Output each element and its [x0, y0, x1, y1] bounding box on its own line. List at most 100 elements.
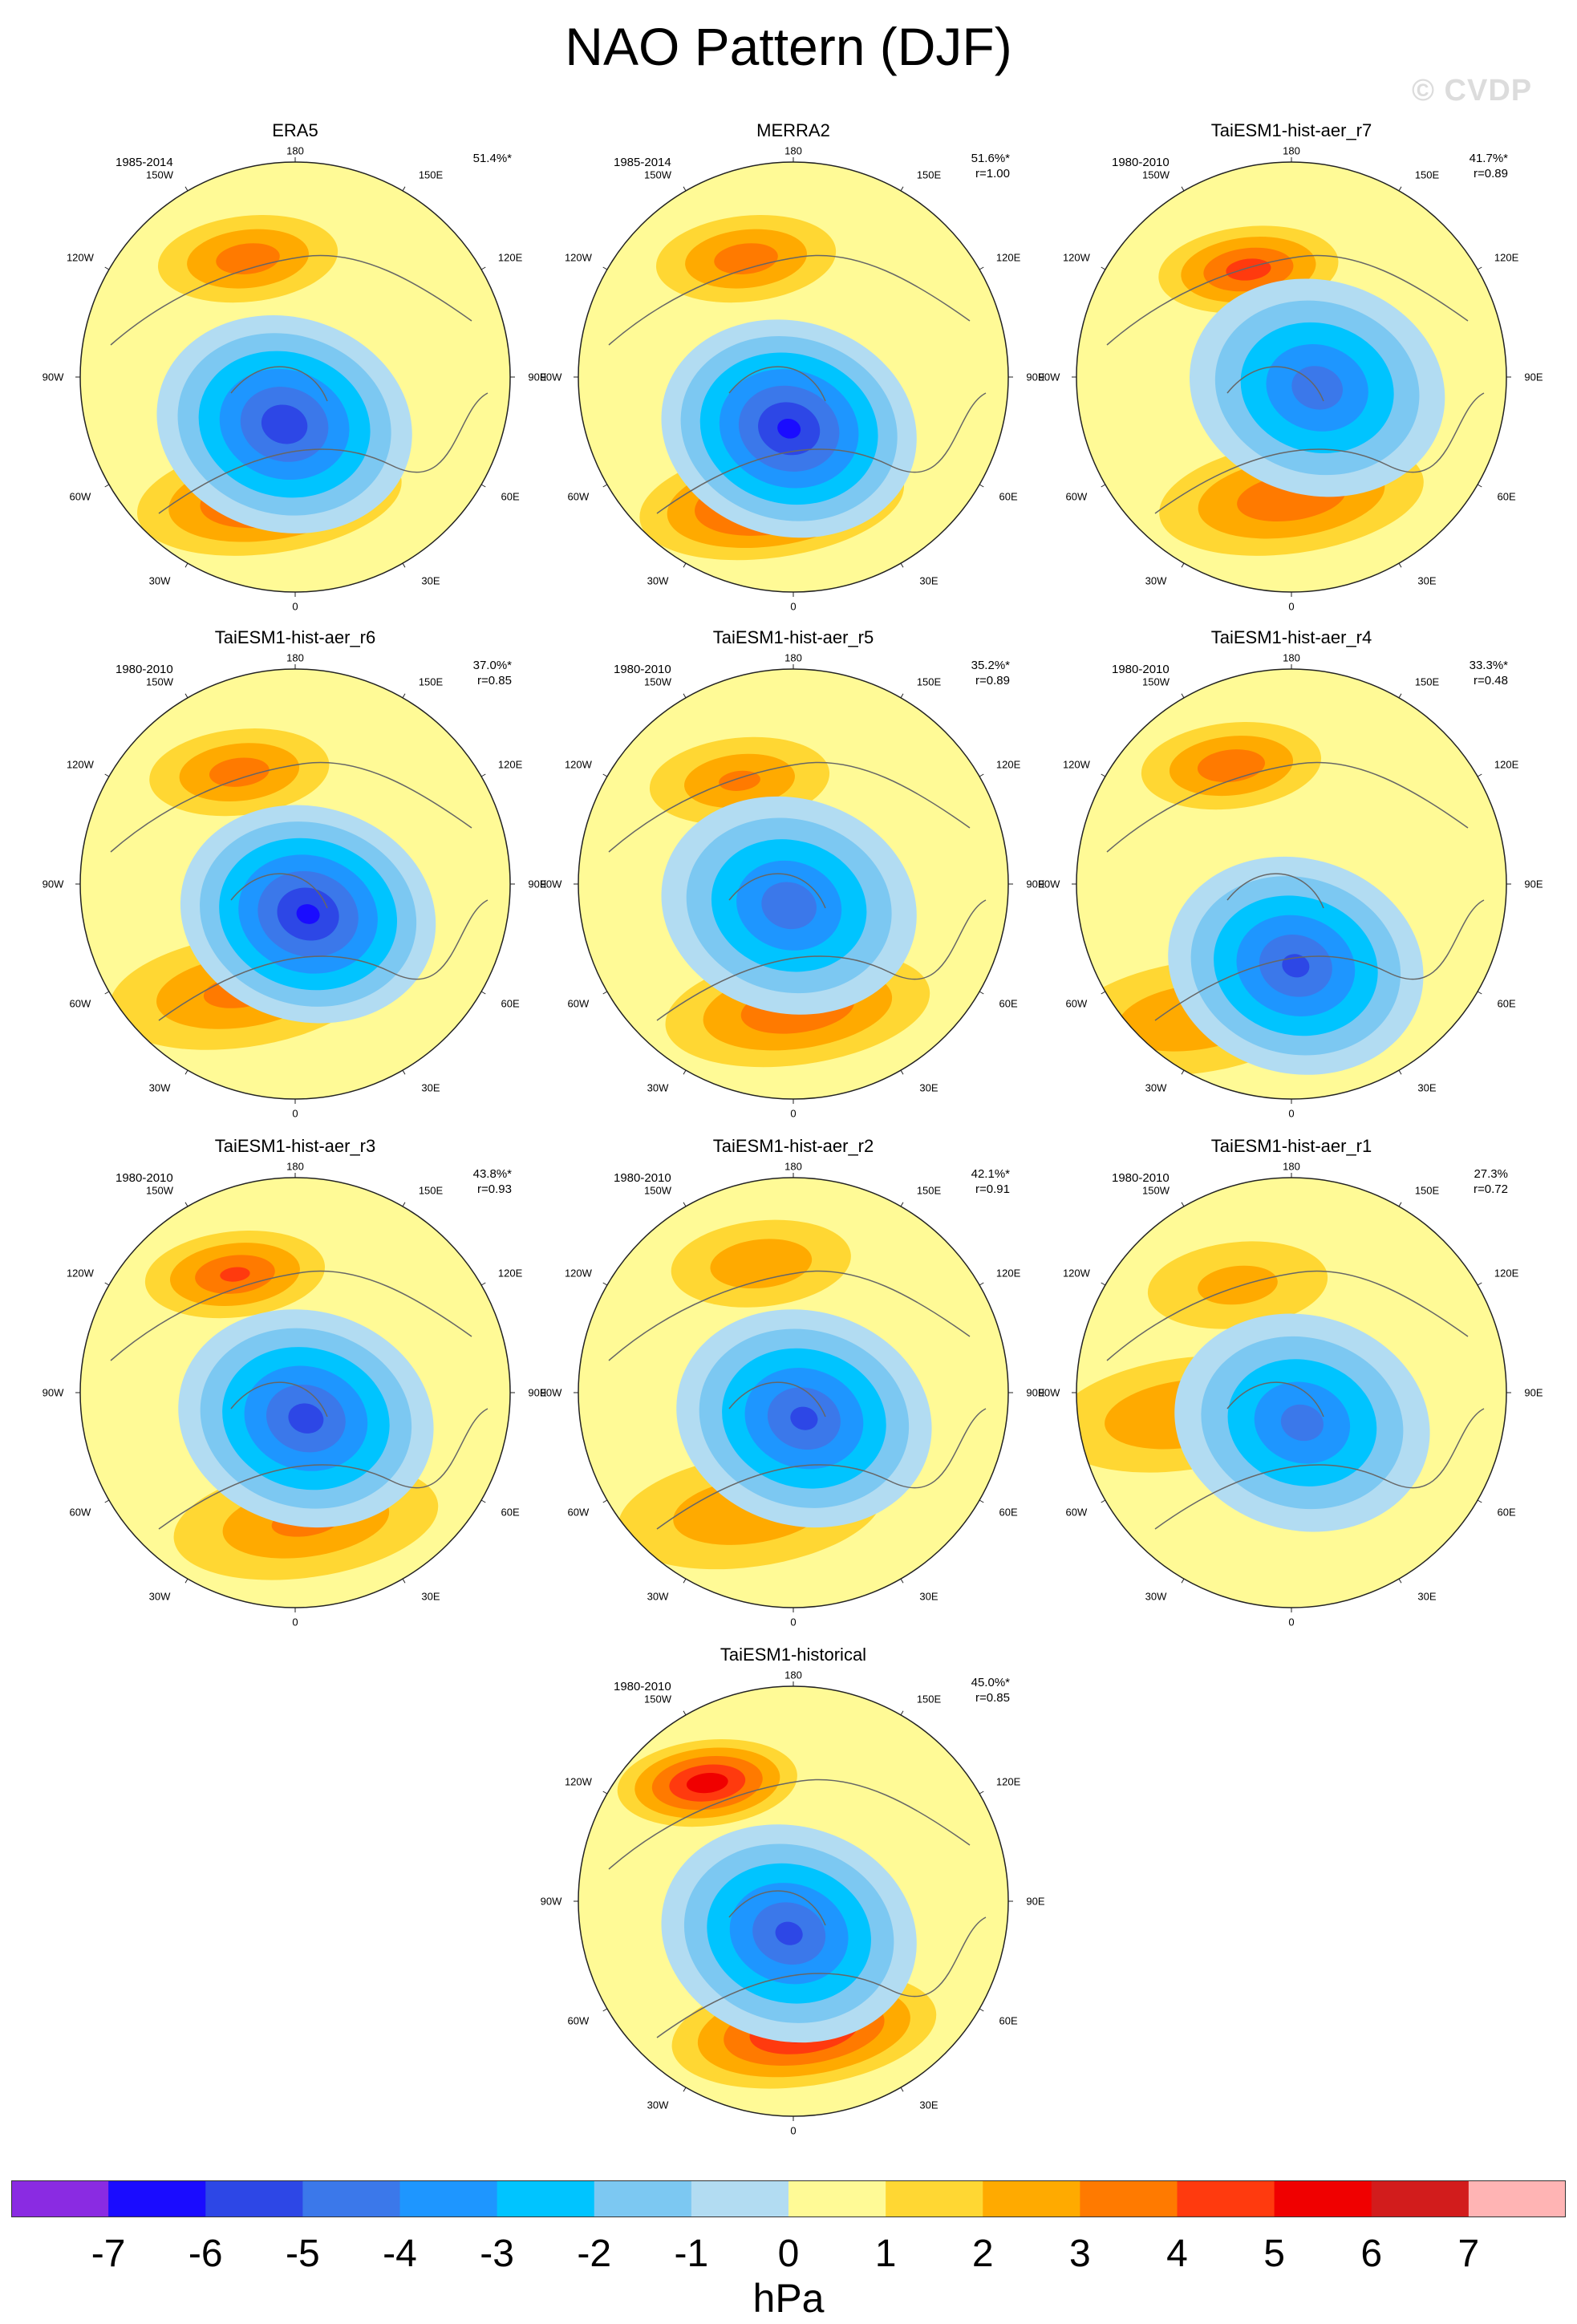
polar-map — [574, 1173, 1013, 1612]
panel-stats: 51.6%* r=1.00 — [930, 151, 1010, 181]
longitude-label: 120W — [564, 1775, 592, 1788]
pacific-positive-contour — [710, 1239, 813, 1289]
colorbar-tick-label: -2 — [577, 2233, 612, 2275]
colorbar-tick-label: 6 — [1360, 2233, 1383, 2275]
longitude-label: 150W — [1142, 168, 1170, 181]
panel-period: 1985-2014 — [614, 156, 671, 169]
colorbar-swatch — [1371, 2180, 1470, 2217]
longitude-tick — [480, 1499, 486, 1503]
longitude-tick — [900, 1710, 904, 1716]
map-panel: TaiESM1-hist-aer_r5 1980-2010 35.2%* r=0.89… — [541, 627, 1045, 1120]
panel-period: 1980-2010 — [614, 1171, 671, 1185]
longitude-label: 120E — [497, 251, 523, 264]
longitude-tick — [480, 991, 486, 995]
colorbar-tick-label: -4 — [383, 2233, 417, 2275]
longitude-label: 0 — [292, 600, 298, 613]
panel-period: 1980-2010 — [1112, 156, 1170, 169]
longitude-tick — [900, 693, 904, 699]
longitude-label: 150E — [916, 1184, 942, 1197]
longitude-label: 180 — [1283, 144, 1300, 157]
panel-stats: 27.3% r=0.72 — [1428, 1166, 1508, 1197]
panel-stats: 42.1%* r=0.91 — [930, 1166, 1010, 1197]
panel-stats: 37.0%* r=0.85 — [432, 658, 512, 688]
colorbar-swatch — [886, 2180, 983, 2217]
longitude-tick — [104, 266, 110, 270]
panel-period: 1985-2014 — [116, 156, 173, 169]
polar-map — [75, 664, 515, 1104]
longitude-label: 120E — [1494, 251, 1519, 264]
longitude-label: 60W — [1065, 490, 1088, 503]
longitude-label: 120E — [497, 1267, 523, 1280]
longitude-tick — [1181, 1578, 1185, 1584]
longitude-label: 60W — [69, 490, 91, 503]
arctic-negative-contour — [790, 1406, 818, 1430]
longitude-label: 60E — [1497, 997, 1516, 1010]
longitude-label: 120W — [66, 1267, 94, 1280]
longitude-label: 90W — [540, 878, 562, 890]
coastline — [608, 1778, 987, 2038]
longitude-tick — [900, 1202, 904, 1207]
longitude-label: 150W — [146, 168, 173, 181]
coastline — [608, 254, 987, 514]
longitude-label: 90W — [540, 1386, 562, 1399]
pattern-correlation: r=0.89 — [1474, 167, 1508, 180]
longitude-label: 90E — [528, 1386, 547, 1399]
longitude-label: 120W — [564, 251, 592, 264]
variance-explained: 42.1%* — [971, 1167, 1010, 1181]
colorbar-tick-label: -5 — [286, 2233, 320, 2275]
colorbar-swatch — [302, 2180, 400, 2217]
longitude-label: 120E — [995, 1775, 1021, 1788]
longitude-label: 30W — [1145, 574, 1167, 587]
longitude-label: 30W — [148, 574, 171, 587]
longitude-label: 30W — [647, 1081, 669, 1094]
longitude-label: 60W — [1065, 1506, 1088, 1519]
pattern-correlation: r=0.89 — [975, 674, 1010, 687]
longitude-tick — [979, 991, 984, 995]
panel-title: TaiESM1-hist-aer_r3 — [214, 1136, 376, 1156]
colorbar-tick-label: -3 — [480, 2233, 514, 2275]
longitude-label: 30W — [647, 574, 669, 587]
longitude-label: 120E — [1494, 758, 1519, 771]
longitude-tick — [602, 991, 608, 995]
colorbar-tick-label: 7 — [1457, 2233, 1480, 2275]
longitude-label: 0 — [292, 1616, 298, 1628]
longitude-label: 120E — [995, 1267, 1021, 1280]
colorbar-swatch — [1274, 2180, 1372, 2217]
colorbar-swatch — [1177, 2180, 1275, 2217]
pattern-correlation: r=0.85 — [477, 674, 512, 687]
longitude-label: 90E — [1524, 371, 1543, 383]
longitude-tick — [900, 1578, 904, 1584]
longitude-label: 90E — [1026, 1895, 1045, 1908]
colorbar-tick-label: 0 — [777, 2233, 800, 2275]
longitude-label: 60E — [999, 1506, 1018, 1519]
panel-period: 1980-2010 — [614, 663, 671, 676]
map-panel: TaiESM1-hist-aer_r6 1980-2010 37.0%* r=0.85… — [43, 627, 547, 1120]
longitude-tick — [1181, 186, 1185, 192]
watermark-text: © CVDP — [1412, 74, 1533, 107]
longitude-label: 0 — [790, 1107, 797, 1120]
colorbar-tick-label: 3 — [1069, 2233, 1091, 2275]
longitude-tick — [1101, 991, 1106, 995]
longitude-tick — [683, 1710, 687, 1716]
longitude-label: 120W — [66, 758, 94, 771]
longitude-tick — [1181, 693, 1185, 699]
longitude-label: 60E — [999, 2014, 1018, 2027]
map-panel: MERRA2 1985-2014 51.6%* r=1.00 180 150W 150E 12… — [541, 120, 1045, 613]
longitude-tick — [402, 1578, 406, 1584]
longitude-label: 90W — [1038, 878, 1060, 890]
panel-stats: 43.8%* r=0.93 — [432, 1166, 512, 1197]
variance-explained: 51.4%* — [472, 152, 512, 165]
longitude-label: 120E — [497, 758, 523, 771]
longitude-label: 90W — [1038, 1386, 1060, 1399]
panel-period: 1980-2010 — [116, 663, 173, 676]
polar-map — [1072, 157, 1511, 597]
longitude-tick — [402, 562, 406, 568]
longitude-label: 90W — [42, 371, 64, 383]
arctic-negative-contour — [1291, 366, 1343, 410]
polar-map — [574, 664, 1013, 1104]
pattern-correlation: r=0.93 — [477, 1182, 512, 1196]
colorbar-swatch — [1468, 2180, 1566, 2217]
longitude-label: 90E — [1026, 878, 1045, 890]
map-panel: TaiESM1-hist-aer_r4 1980-2010 33.3%* r=0.48… — [1039, 627, 1543, 1120]
longitude-tick — [1101, 1499, 1106, 1503]
